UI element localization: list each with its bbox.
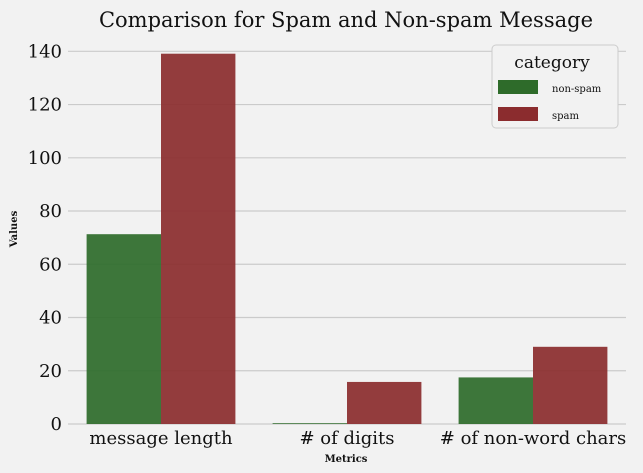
- y-tick-label: 20: [39, 361, 62, 382]
- bar-non-spam-1: [272, 423, 347, 424]
- y-tick-label: 100: [28, 148, 62, 169]
- y-tick-label: 0: [51, 414, 62, 435]
- bar-non-spam-2: [458, 377, 533, 424]
- legend-swatch-spam: [498, 107, 538, 121]
- legend: category non-spam spam: [491, 44, 619, 129]
- y-axis-ticks: 0 20 40 60 80 100 120 140: [28, 41, 62, 435]
- x-tick-label: # of non-word chars: [440, 428, 626, 449]
- legend-label-spam: spam: [552, 111, 579, 122]
- x-tick-label: # of digits: [299, 428, 394, 449]
- x-axis-ticks: message length # of digits # of non-word c…: [89, 428, 626, 449]
- chart-title: Comparison for Spam and Non-spam Message: [99, 8, 593, 32]
- x-tick-label: message length: [89, 428, 233, 449]
- legend-title: category: [514, 53, 590, 73]
- y-tick-label: 140: [28, 41, 62, 62]
- y-axis-label: Values: [9, 210, 20, 248]
- bar-spam-0: [161, 53, 236, 424]
- y-tick-label: 40: [39, 308, 62, 329]
- x-axis-label: Metrics: [325, 454, 368, 465]
- legend-swatch-non-spam: [498, 80, 538, 94]
- legend-entries: non-spam spam: [498, 80, 602, 122]
- y-tick-label: 60: [39, 254, 62, 275]
- y-tick-label: 120: [28, 95, 62, 116]
- bars: [86, 53, 608, 424]
- y-tick-label: 80: [39, 201, 62, 222]
- bar-spam-1: [347, 381, 422, 424]
- bar-spam-2: [533, 346, 608, 424]
- bar-non-spam-0: [86, 234, 161, 424]
- legend-label-non-spam: non-spam: [552, 84, 602, 95]
